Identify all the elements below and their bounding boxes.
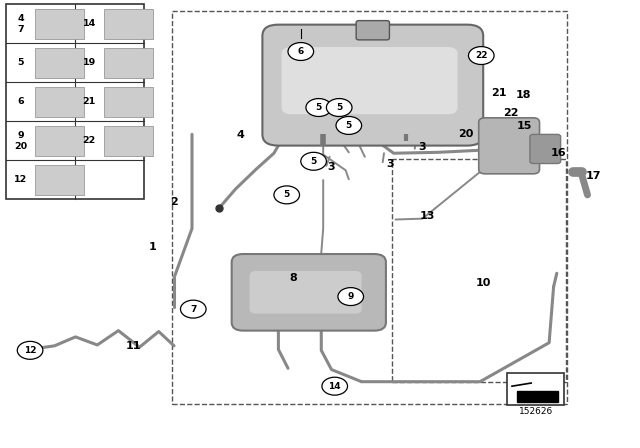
Bar	[507, 373, 564, 405]
Text: 4
7: 4 7	[17, 14, 24, 34]
Circle shape	[288, 43, 314, 60]
Text: 5: 5	[346, 121, 352, 130]
Text: 17: 17	[586, 171, 602, 181]
FancyBboxPatch shape	[35, 9, 84, 39]
Text: 18: 18	[516, 90, 531, 100]
Text: 15: 15	[517, 121, 532, 131]
Text: 5: 5	[316, 103, 322, 112]
Bar	[392, 159, 566, 382]
FancyBboxPatch shape	[232, 254, 386, 331]
FancyBboxPatch shape	[262, 25, 483, 146]
Text: 9: 9	[348, 292, 354, 301]
Text: 22: 22	[503, 108, 518, 118]
Text: 13: 13	[420, 211, 435, 221]
Text: 5: 5	[310, 157, 317, 166]
FancyBboxPatch shape	[479, 118, 540, 174]
FancyBboxPatch shape	[104, 9, 152, 39]
Text: 16: 16	[550, 148, 566, 158]
Circle shape	[326, 99, 352, 116]
Text: 4: 4	[236, 130, 244, 140]
FancyBboxPatch shape	[104, 48, 152, 78]
Text: 11: 11	[125, 341, 141, 351]
Circle shape	[274, 186, 300, 204]
Circle shape	[336, 116, 362, 134]
Circle shape	[301, 152, 326, 170]
Circle shape	[180, 300, 206, 318]
Text: 152626: 152626	[518, 407, 553, 416]
Text: 19: 19	[83, 58, 96, 68]
FancyBboxPatch shape	[104, 87, 152, 117]
Text: 5: 5	[284, 190, 290, 199]
Text: 3: 3	[419, 142, 426, 152]
FancyBboxPatch shape	[35, 125, 84, 156]
Polygon shape	[517, 391, 558, 402]
FancyBboxPatch shape	[35, 48, 84, 78]
Text: 21: 21	[83, 97, 96, 107]
FancyBboxPatch shape	[104, 125, 152, 156]
Text: 3: 3	[387, 159, 394, 168]
Circle shape	[17, 341, 43, 359]
Text: 5: 5	[336, 103, 342, 112]
FancyBboxPatch shape	[35, 87, 84, 117]
FancyBboxPatch shape	[530, 134, 561, 164]
Text: 1: 1	[148, 242, 156, 252]
Text: 21: 21	[492, 88, 507, 98]
Text: 12: 12	[14, 175, 27, 185]
Bar	[172, 11, 567, 404]
Text: 6: 6	[17, 97, 24, 107]
Text: 6: 6	[298, 47, 304, 56]
Text: 12: 12	[24, 346, 36, 355]
Circle shape	[468, 47, 494, 65]
FancyBboxPatch shape	[356, 21, 390, 40]
Text: 14: 14	[328, 382, 341, 391]
Text: 22: 22	[83, 136, 96, 146]
Text: 3: 3	[327, 162, 335, 172]
Text: 20: 20	[458, 129, 474, 138]
Text: 10: 10	[476, 278, 491, 288]
Text: 5: 5	[17, 58, 24, 68]
FancyBboxPatch shape	[250, 271, 362, 314]
Text: 2: 2	[170, 198, 178, 207]
Circle shape	[306, 99, 332, 116]
Text: 14: 14	[83, 19, 96, 29]
FancyBboxPatch shape	[282, 47, 458, 114]
FancyBboxPatch shape	[35, 165, 84, 195]
Text: 7: 7	[190, 305, 196, 314]
Text: 8: 8	[289, 273, 297, 283]
Circle shape	[338, 288, 364, 306]
Circle shape	[322, 377, 348, 395]
Text: 22: 22	[475, 51, 488, 60]
Text: 9
20: 9 20	[14, 131, 27, 151]
FancyBboxPatch shape	[6, 4, 144, 199]
